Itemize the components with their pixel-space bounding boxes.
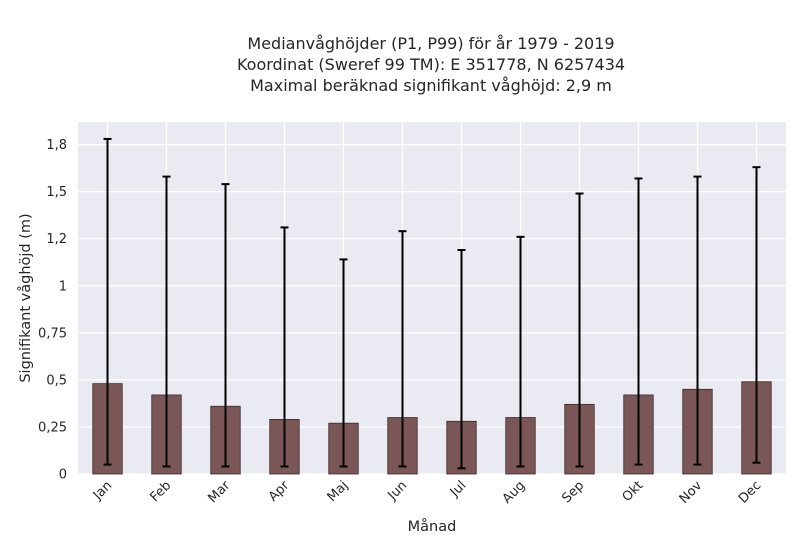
x-tick-label: Dec [736,478,764,506]
y-axis-label: Signifikant våghöjd (m) [17,213,34,382]
error-bars [103,137,761,470]
y-axis-ticks: 0 0,25 0,5 0,75 1 1,2 1,5 1,8 [38,138,67,482]
x-tick-label: Jul [447,478,469,500]
chart-title-line-2: Koordinat (Sweref 99 TM): E 351778, N 62… [236,55,626,74]
y-tick-label: 1,8 [46,138,67,153]
x-tick-label: Maj [325,478,352,505]
y-tick-label: 0,25 [38,420,67,435]
x-tick-label: Feb [147,478,174,505]
chart-title-line-3: Maximal beräknad signifikant våghöjd: 2,… [250,76,612,95]
x-axis-label: Månad [408,518,457,535]
chart-title-line-1: Medianvåghöjder (P1, P99) för år 1979 - … [247,34,615,53]
x-tick-label: Aug [500,478,529,507]
y-tick-label: 1,2 [46,232,67,247]
y-tick-label: 0,5 [46,373,67,388]
y-tick-label: 1,5 [46,185,67,200]
x-axis-ticks: Jan Feb Mar Apr Maj Jun Jul Aug Sep Okt Nov Dec [90,478,764,507]
plot-area [78,122,786,474]
x-tick-label: Jun [385,478,411,504]
y-tick-label: 1 [59,279,67,294]
x-tick-label: Okt [620,478,647,505]
x-tick-label: Apr [266,478,293,505]
x-tick-label: Sep [559,478,587,506]
chart-title: Medianvåghöjder (P1, P99) för år 1979 - … [0,33,800,96]
x-tick-label: Mar [205,478,233,506]
x-tick-label: Nov [677,478,706,507]
x-tick-label: Jan [90,478,115,503]
y-tick-label: 0,75 [38,326,67,341]
y-tick-label: 0 [59,468,67,483]
